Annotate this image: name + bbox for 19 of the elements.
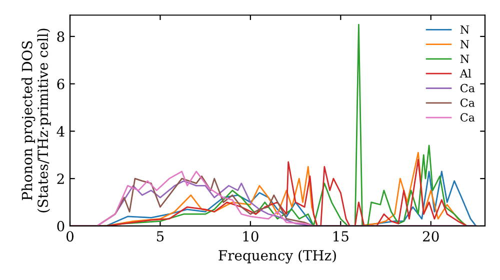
legend-label: Ca [460,84,475,92]
legend-label: Ca [460,113,475,122]
x-tick-label: 5 [156,231,164,242]
x-axis-title: Frequency (THz) [218,250,336,264]
legend-label: Al [460,69,472,78]
x-tick-label: 0 [66,231,74,242]
x-tick-label: 15 [334,231,348,242]
y-axis-title: Phonon projected DOS (States/THz·primitive cell) [22,28,51,212]
y-tick-label: 0 [57,220,64,232]
legend-label: N [460,25,470,34]
y-tick-label: 6 [57,78,64,90]
legend-label: Ca [460,98,475,107]
legend-label: N [460,40,470,48]
x-tick-label: 20 [422,231,439,242]
y-tick-label: 4 [56,126,64,136]
y-tick-label: 8 [57,31,64,42]
x-tick-label: 10 [243,231,258,242]
legend-label: N [460,54,470,64]
y-tick-label: 2 [57,174,64,184]
